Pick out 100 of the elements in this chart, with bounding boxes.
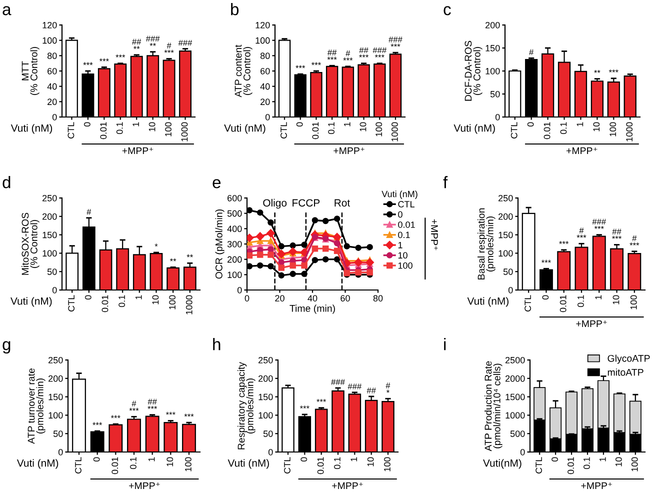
- x-tick-label: 0: [300, 457, 308, 462]
- y-tick-label: 300: [227, 240, 242, 248]
- text: Vuti(nM): [483, 459, 522, 469]
- annotation: ***: [316, 398, 326, 402]
- y-tick-label: 250: [48, 356, 63, 364]
- x-tick-label: 10: [166, 457, 174, 466]
- y-tick-label: 150: [258, 394, 273, 400]
- annotation: ***: [99, 58, 109, 62]
- y-axis-title: DCF-DA-ROS (% Control): [464, 40, 482, 101]
- annotation: ## ***: [148, 398, 158, 409]
- y-tick-label: 2000: [506, 375, 525, 382]
- x-tick-label: 100: [610, 122, 616, 136]
- x-tick-label: 0.1: [116, 122, 123, 134]
- legend-label: 0.1: [398, 232, 410, 238]
- y-tick-label: 0: [495, 114, 500, 120]
- annotation: # ***: [164, 42, 174, 53]
- text: +MPP⁺: [129, 482, 160, 490]
- legend-label: 1: [398, 242, 402, 248]
- x-tick-label: 1: [576, 122, 584, 126]
- x-tick-label: 0.1: [334, 457, 340, 470]
- y-tick-label: 80: [47, 52, 57, 60]
- x-tick-label: 1000: [186, 295, 192, 314]
- text: Vuti (nM): [10, 297, 52, 307]
- x-tick-label: 0.01: [312, 122, 319, 140]
- annotation: ***: [166, 412, 176, 415]
- x-tick-label: 0: [527, 122, 534, 127]
- x-tick-label: 0: [93, 457, 100, 462]
- x-tick-label: 0: [84, 122, 90, 127]
- y-tick-label: 100: [486, 68, 500, 74]
- y-tick-label: 80: [260, 52, 270, 60]
- annotation: ### **: [146, 36, 160, 46]
- y-tick-label: 500: [510, 430, 525, 437]
- annotation: #: [529, 49, 534, 55]
- y-tick-label: 200: [258, 375, 273, 382]
- x-tick-label: 1: [344, 122, 350, 126]
- x-tick-label: 0.01: [317, 457, 324, 474]
- y-axis-title: MitoSOX-ROS (% Control): [22, 212, 40, 275]
- annotation: # ***: [630, 235, 640, 246]
- x-tick-label: 1: [600, 457, 606, 462]
- annotation: ***: [300, 406, 310, 409]
- chart-title: e: [212, 179, 221, 188]
- y-tick-label: 250: [258, 356, 273, 364]
- y-tick-label: 0: [52, 114, 57, 120]
- annotation: ###: [331, 379, 345, 385]
- annotation: # ***: [576, 228, 586, 238]
- y-axis-title: ATP content (% Control): [234, 44, 252, 98]
- y-axis-title: ATP turnover rate (pmoles/min): [28, 368, 46, 444]
- x-tick-label: CTL: [68, 295, 75, 312]
- annotation: **: [594, 70, 600, 73]
- x-tick-label: 0: [244, 295, 250, 302]
- x-tick-label: 1: [148, 457, 155, 462]
- annotation: ##: [366, 388, 376, 394]
- annotation: # ***: [343, 50, 353, 60]
- text: +MPP⁺: [334, 147, 364, 154]
- y-tick-label: 100: [228, 272, 242, 278]
- text: Vuti (nM): [10, 124, 52, 134]
- annotation: ***: [184, 414, 194, 417]
- x-tick-label: 80: [373, 295, 383, 302]
- x-tick-label: 0: [542, 295, 549, 300]
- y-tick-label: 60: [48, 68, 57, 74]
- x-tick-label: CTL: [524, 295, 532, 312]
- legend-label: 0: [398, 211, 402, 218]
- legend-label: 0.01: [398, 221, 415, 228]
- y-tick-label: 200: [486, 22, 500, 28]
- text: +MPP⁺: [332, 482, 363, 490]
- annotation: ### ***: [592, 218, 606, 229]
- annotation: ## **: [132, 38, 142, 49]
- chart-title: b: [231, 3, 239, 16]
- x-tick-label: CTL: [284, 457, 290, 474]
- x-tick-label: 0.1: [584, 457, 590, 470]
- y-tick-label: 40: [260, 83, 270, 90]
- y-axis-title: MTT (% Control): [22, 47, 40, 95]
- y-tick-label: 400: [227, 226, 242, 232]
- x-tick-label: 10: [612, 295, 620, 304]
- legend-label: 10: [398, 252, 408, 259]
- y-tick-label: 0: [52, 286, 57, 294]
- x-tick-label: 100: [165, 122, 172, 136]
- x-tick-label: 0: [296, 122, 303, 127]
- x-tick-label: 0.1: [328, 122, 334, 134]
- x-tick-label: 100: [185, 457, 192, 472]
- x-tick-label: 1: [136, 295, 142, 300]
- annotation: ***: [296, 65, 306, 68]
- y-tick-label: 100: [258, 412, 273, 419]
- text: Vuti (nM): [16, 459, 58, 469]
- x-tick-label: 1000: [392, 122, 398, 142]
- x-tick-label: 40: [308, 295, 318, 302]
- text: Vuti (nM): [228, 459, 269, 469]
- text: +MPP⁺: [431, 219, 438, 250]
- y-tick-label: 120: [256, 22, 270, 28]
- y-tick-label: 0: [58, 448, 63, 456]
- ref-line-label: Oligo: [263, 198, 287, 209]
- x-tick-label: CTL: [536, 457, 542, 474]
- annotation: ### ***: [372, 47, 387, 58]
- y-axis-title: Respiratory capacity (pmoles/min): [238, 362, 256, 450]
- y-tick-label: 20: [260, 98, 270, 106]
- x-tick-label: 10: [367, 457, 374, 466]
- x-tick-label: 100: [384, 457, 390, 472]
- y-tick-label: 100: [42, 250, 57, 257]
- x-tick-label: 20: [275, 295, 284, 302]
- y-tick-label: 50: [490, 90, 500, 98]
